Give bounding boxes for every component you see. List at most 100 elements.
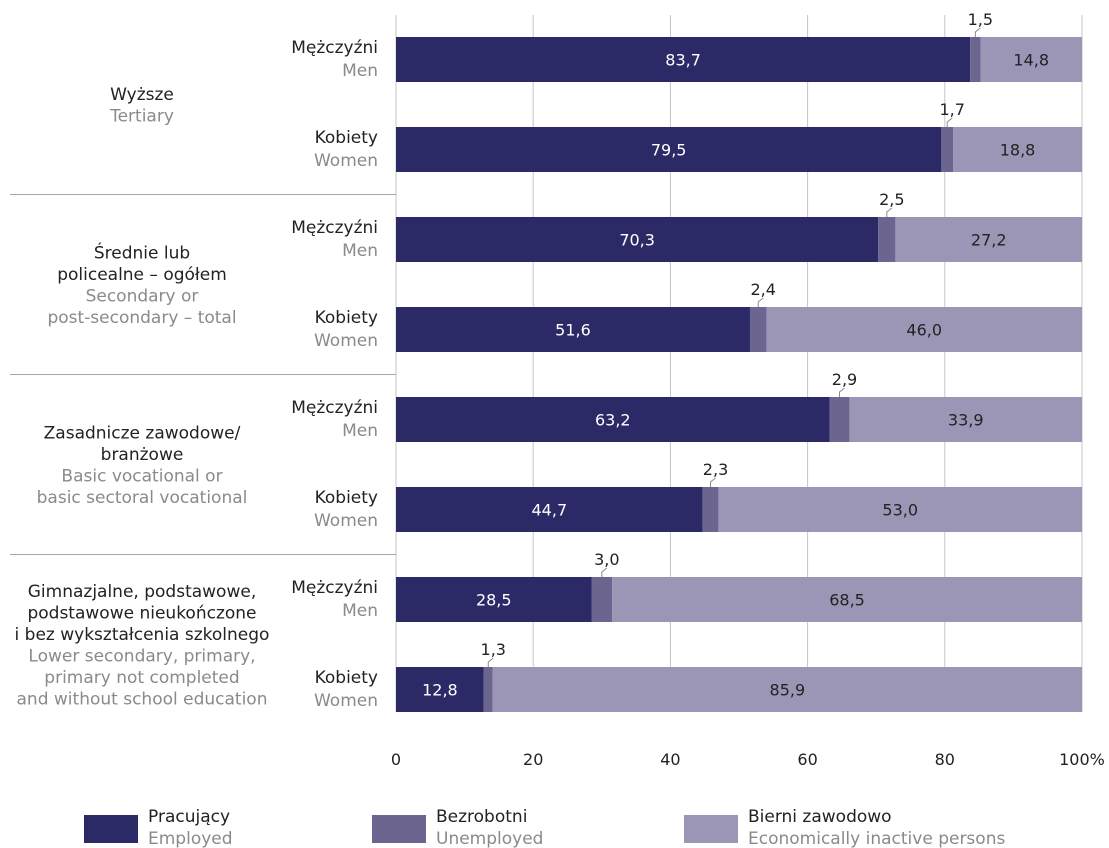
data-label: 14,8 — [1013, 51, 1049, 70]
bar-segment — [396, 397, 830, 442]
bar-segment — [396, 487, 703, 532]
bar-segment — [749, 307, 767, 352]
legend-swatch — [84, 815, 138, 843]
bar-segment — [849, 397, 1082, 442]
sex-label: Kobiety — [315, 128, 378, 148]
bar-labels: 83,7 1,5 14,8 79,5 1,7 18,8 70,3 2,5 27,2 51,6 2,4… — [422, 10, 1049, 700]
group-label: branżowe — [101, 445, 184, 465]
data-label: 51,6 — [555, 321, 591, 340]
data-label: 1,3 — [481, 640, 506, 659]
x-tick-label: 100% — [1059, 750, 1105, 769]
bars — [396, 37, 1082, 712]
group-label: and without school education — [17, 689, 268, 709]
leader-line — [710, 477, 716, 487]
legend-swatch — [684, 815, 738, 843]
group-label: Wyższe — [110, 85, 174, 105]
data-label: 53,0 — [882, 501, 918, 520]
bar-segment — [766, 307, 1082, 352]
sex-label: Women — [314, 151, 378, 171]
bar-segment — [970, 37, 981, 82]
leader-line — [886, 207, 893, 217]
bar-segment — [396, 667, 484, 712]
bar-segment — [953, 127, 1082, 172]
sex-label: Men — [342, 61, 378, 81]
bar-segment — [396, 127, 942, 172]
sex-label: Mężczyźni — [291, 38, 378, 58]
x-tick-label: 80 — [935, 750, 955, 769]
group-label: post-secondary – total — [47, 308, 236, 328]
group-label: basic sectoral vocational — [37, 488, 248, 508]
data-label: 1,5 — [968, 10, 993, 29]
bar-segment — [878, 217, 896, 262]
sex-label: Mężczyźni — [291, 398, 378, 418]
data-label: 2,3 — [703, 460, 728, 479]
legend-label: Pracujący — [148, 807, 230, 827]
bar-segment — [718, 487, 1082, 532]
group-label: Tertiary — [109, 106, 174, 126]
group-label: Lower secondary, primary, — [28, 646, 255, 666]
bar-segment — [396, 217, 879, 262]
x-tick-label: 20 — [523, 750, 543, 769]
sex-label: Kobiety — [315, 668, 378, 688]
sex-label: Mężczyźni — [291, 218, 378, 238]
group-label: Średnie lub — [94, 241, 190, 263]
bar-segment — [702, 487, 719, 532]
data-label: 18,8 — [1000, 141, 1036, 160]
group-separators — [10, 194, 396, 555]
data-label: 85,9 — [770, 681, 806, 700]
leader-line — [974, 27, 981, 37]
legend-label: Employed — [148, 829, 233, 848]
leader-line — [757, 297, 764, 307]
data-label: 2,9 — [832, 370, 857, 389]
legend-label: Unemployed — [436, 829, 543, 848]
group-label: primary not completed — [44, 668, 239, 688]
bar-segment — [591, 577, 613, 622]
data-label: 33,9 — [948, 411, 984, 430]
data-label: 63,2 — [595, 411, 631, 430]
data-label: 2,5 — [879, 190, 904, 209]
data-label: 28,5 — [476, 591, 512, 610]
data-label: 68,5 — [829, 591, 865, 610]
bar-segment — [612, 577, 1082, 622]
sex-label: Women — [314, 691, 378, 711]
bar-segment — [941, 127, 954, 172]
leader-line — [946, 117, 953, 127]
x-tick-label: 40 — [660, 750, 680, 769]
legend: Pracujący Employed Bezrobotni Unemployed Bie… — [84, 807, 1005, 848]
legend-label: Bezrobotni — [436, 807, 527, 827]
data-label: 3,0 — [594, 550, 619, 569]
bar-segment — [396, 577, 592, 622]
bar-segment — [396, 307, 750, 352]
group-label: Gimnazjalne, podstawowe, — [28, 582, 256, 602]
group-label: i bez wykształcenia szkolnego — [15, 625, 270, 645]
group-label: Basic vocational or — [61, 466, 222, 486]
group-label: podstawowe nieukończone — [27, 603, 256, 623]
sex-label: Kobiety — [315, 488, 378, 508]
data-label: 1,7 — [939, 100, 964, 119]
legend-label: Bierni zawodowo — [748, 807, 892, 827]
legend-swatch — [372, 815, 426, 843]
group-label: policealne – ogółem — [57, 265, 227, 285]
x-tick-label: 0 — [391, 750, 401, 769]
leader-line — [601, 567, 608, 577]
x-axis-ticks: 0 20 40 60 80 100% — [391, 750, 1105, 769]
data-label: 2,4 — [750, 280, 775, 299]
sex-label: Men — [342, 241, 378, 261]
sex-label: Kobiety — [315, 308, 378, 328]
leader-line — [487, 657, 494, 667]
sex-label: Mężczyźni — [291, 578, 378, 598]
x-tick-label: 60 — [797, 750, 817, 769]
group-label: Secondary or — [86, 286, 199, 306]
data-label: 12,8 — [422, 681, 458, 700]
sex-label: Men — [342, 421, 378, 441]
bar-segment — [895, 217, 1082, 262]
data-label: 44,7 — [532, 501, 568, 520]
data-label: 27,2 — [971, 231, 1007, 250]
bar-segment — [829, 397, 850, 442]
bar-segment — [492, 667, 1082, 712]
bar-segment — [980, 37, 1082, 82]
data-label: 79,5 — [651, 141, 687, 160]
data-label: 46,0 — [906, 321, 942, 340]
